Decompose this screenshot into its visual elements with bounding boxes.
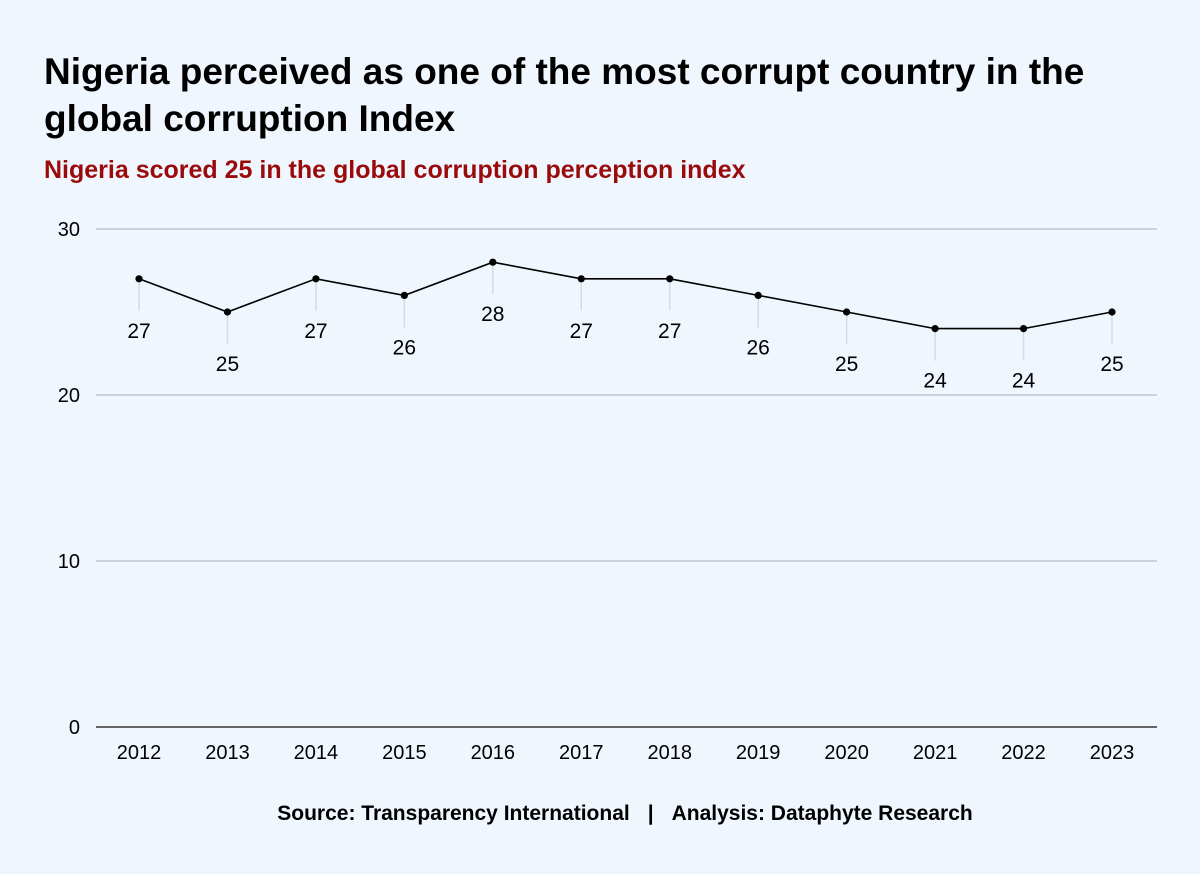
data-label: 25 [216,353,239,376]
gridlines [96,228,1157,728]
x-tick-label: 2012 [117,742,162,764]
label-stems [138,265,1113,361]
data-point [754,291,762,299]
y-tick-label: 0 [69,717,80,739]
data-point [1108,308,1116,316]
y-tick-label: 10 [58,551,80,573]
data-label: 27 [658,320,681,343]
data-point [843,308,851,316]
x-tick-label: 2016 [471,742,516,764]
x-tick-label: 2018 [647,742,692,764]
x-tick-label: 2021 [913,742,958,764]
data-label: 25 [835,353,858,376]
data-label: 27 [127,320,150,343]
x-tick-label: 2013 [205,742,250,764]
data-point [666,275,674,283]
data-point [577,275,585,283]
y-tick-label: 20 [58,385,80,407]
series-line-group [138,261,1113,330]
source-text: Source: Transparency International [277,802,630,825]
x-tick-label: 2020 [824,742,869,764]
data-label: 26 [393,336,416,359]
chart-subtitle: Nigeria scored 25 in the global corrupti… [44,156,746,184]
data-label: 27 [304,320,327,343]
source-separator: | [647,802,654,825]
data-label: 28 [481,303,504,326]
data-label: 24 [1012,370,1036,393]
chart-title: Nigeria perceived as one of the most cor… [44,51,1085,139]
data-label: 25 [1100,353,1123,376]
data-point [1019,325,1028,333]
data-points [135,258,1116,333]
y-axis-ticks: 0 10 20 30 [58,219,80,739]
data-label: 24 [923,370,947,393]
x-tick-label: 2015 [382,742,427,764]
x-tick-label: 2022 [1001,742,1046,764]
data-labels: 27 25 27 26 28 27 27 26 25 24 24 25 [127,303,1123,392]
x-tick-label: 2023 [1090,742,1135,764]
x-tick-label: 2017 [559,742,604,764]
data-point [931,325,939,333]
data-point [400,291,408,299]
source-note: Source: Transparency International | Analy… [0,802,1200,826]
x-tick-label: 2019 [736,742,781,764]
y-tick-label: 30 [58,219,80,241]
data-label: 27 [570,320,593,343]
data-point [489,258,497,266]
data-point [135,275,143,283]
data-point [223,308,232,316]
series-line [138,261,1113,330]
analysis-text: Analysis: Dataphyte Research [671,802,973,825]
data-point [312,275,320,283]
x-axis-ticks: 2012 2013 2014 2015 2016 2017 2018 2019 2020 2021… [117,742,1135,764]
x-tick-label: 2014 [294,742,339,764]
data-label: 26 [747,336,770,359]
